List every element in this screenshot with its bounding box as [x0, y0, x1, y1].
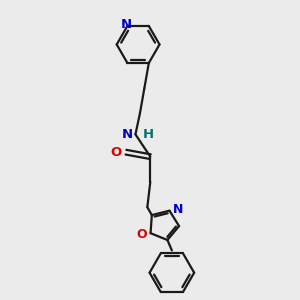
- Text: H: H: [143, 128, 154, 141]
- Text: N: N: [172, 203, 183, 216]
- Text: N: N: [120, 18, 131, 31]
- Text: O: O: [110, 146, 122, 159]
- Text: N: N: [122, 128, 133, 141]
- Text: O: O: [136, 228, 147, 241]
